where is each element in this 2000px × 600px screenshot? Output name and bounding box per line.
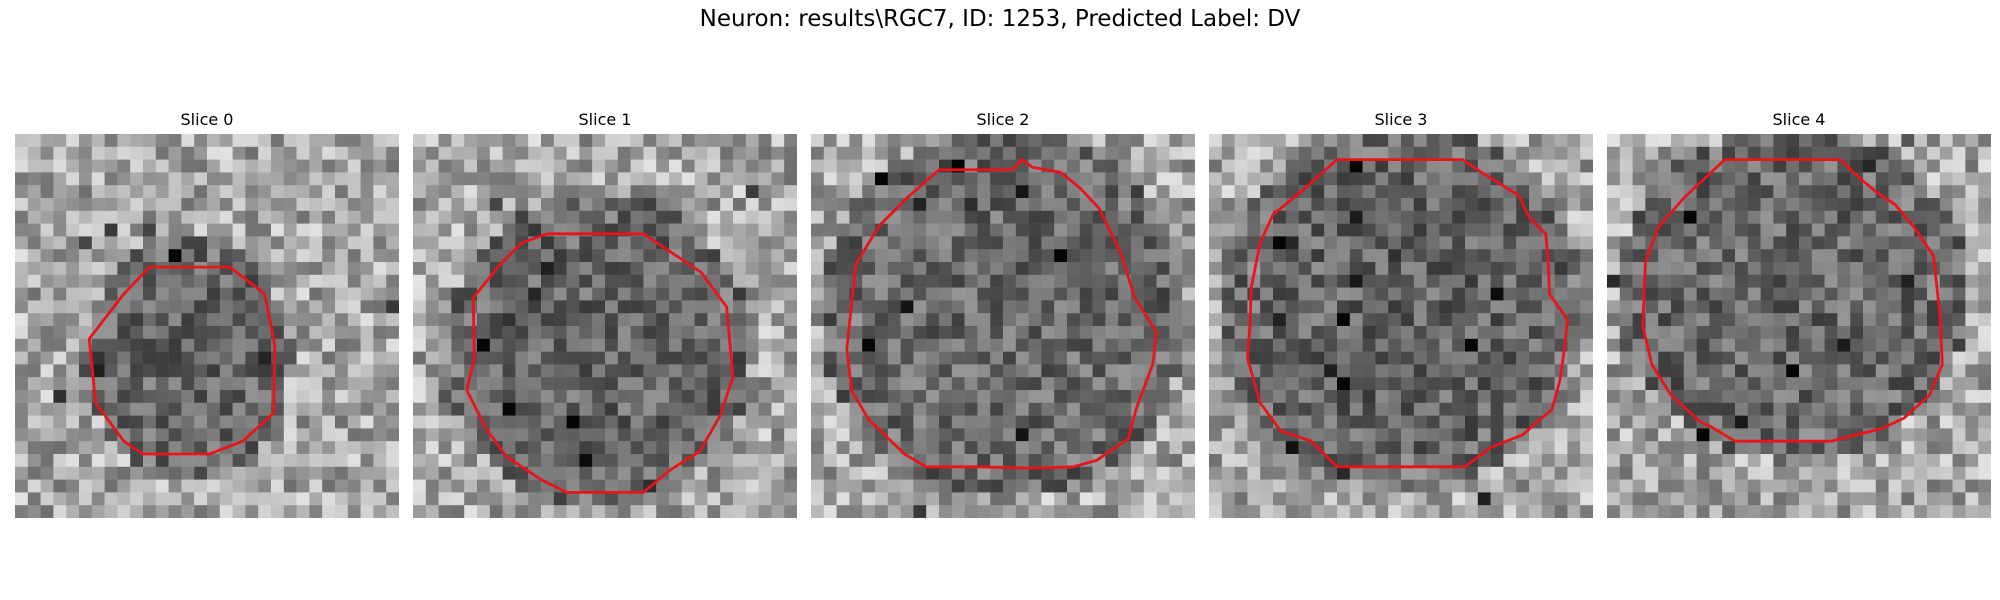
cell-contour-2	[845, 158, 1159, 470]
pixel-grid-3	[1209, 134, 1593, 518]
cell-contour-1	[465, 232, 735, 494]
pixel-grid-1	[413, 134, 797, 518]
slice-title-3: Slice 3	[1374, 110, 1428, 129]
slice-2-svg	[811, 134, 1195, 518]
slice-image-1	[413, 134, 797, 518]
slice-image-3	[1209, 134, 1593, 518]
slice-title-1: Slice 1	[578, 110, 632, 129]
slice-0-svg	[15, 134, 399, 518]
cell-contour-3	[1245, 158, 1569, 469]
slice-image-4	[1607, 134, 1991, 518]
figure-title: Neuron: results\RGC7, ID: 1253, Predicte…	[699, 6, 1301, 32]
cell-contour-4	[1641, 158, 1944, 443]
slice-3-svg	[1209, 134, 1593, 518]
pixel-grid-2	[811, 134, 1195, 518]
pixel-grid-0	[15, 134, 399, 518]
slice-1-svg	[413, 134, 797, 518]
slice-title-2: Slice 2	[976, 110, 1030, 129]
slice-title-4: Slice 4	[1772, 110, 1826, 129]
slice-image-0	[15, 134, 399, 518]
cell-contour-0	[87, 265, 277, 456]
slice-4-svg	[1607, 134, 1991, 518]
slice-title-0: Slice 0	[180, 110, 234, 129]
slice-image-2	[811, 134, 1195, 518]
pixel-grid-4	[1607, 134, 1991, 518]
